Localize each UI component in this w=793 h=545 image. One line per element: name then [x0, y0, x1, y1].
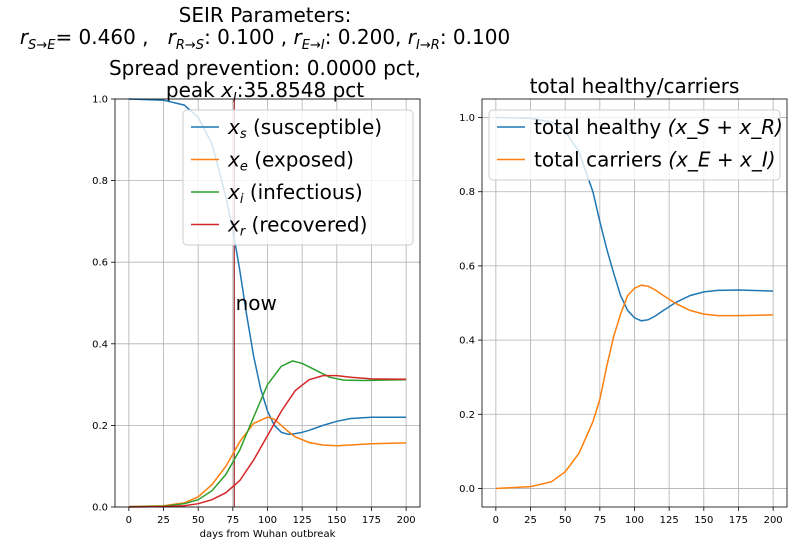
y-tick-label: 0.2	[92, 421, 108, 432]
rate-s-e: rS→E= 0.460 , rR→S: 0.100 , rE→I: 0.200,…	[19, 25, 511, 53]
legend-label: total healthy (x_S + x_R)	[534, 115, 783, 139]
x-tick-label: 150	[327, 515, 346, 526]
series-line	[128, 416, 407, 508]
left-plot-area: 0 25 50 75 100 125 150 175 200 0.0 0.2 0.4 0.6 0.8 1.0…	[92, 95, 421, 540]
legend-label: xs (susceptible)	[227, 115, 382, 142]
left-title-line-1: SEIR Parameters:	[178, 3, 352, 27]
left-chart-title: SEIR Parameters: rS→E= 0.460 , rR→S: 0.1…	[0, 4, 530, 110]
axes-frame	[114, 98, 421, 508]
legend-label: xi (infectious)	[227, 180, 363, 207]
y-tick-label: 0.6	[92, 258, 108, 269]
x-tick-label: 75	[226, 515, 239, 526]
y-tick-label: 1.0	[459, 113, 475, 124]
y-tick-label: 0.2	[459, 410, 475, 421]
legend-box	[488, 109, 781, 181]
x-tick-label: 0	[126, 515, 132, 526]
right-plot-area: 0 25 50 75 100 125 150 175 200 0.0 0.2 0.4 0.6 0.8 1.0…	[459, 98, 788, 526]
series-line	[495, 284, 774, 490]
x-tick-label: 25	[524, 515, 537, 526]
x-tick-label: 25	[157, 515, 170, 526]
x-tick-label: 125	[293, 515, 312, 526]
x-tick-label: 100	[625, 515, 644, 526]
y-tick-label: 1.0	[92, 95, 108, 106]
legend: xs (susceptible) xe (exposed) xi (infectio…	[182, 109, 414, 246]
x-tick-label: 50	[559, 515, 572, 526]
x-tick-label: 75	[593, 515, 606, 526]
y-tick-label: 0.0	[459, 484, 475, 495]
x-tick-label: 0	[493, 515, 499, 526]
y-tick-label: 0.4	[92, 339, 108, 350]
y-tick-label: 0.8	[459, 187, 475, 198]
x-tick-label: 175	[362, 515, 381, 526]
x-tick-label: 100	[258, 515, 277, 526]
right-chart-title: total healthy/carriers	[529, 74, 740, 98]
axes-frame	[481, 98, 788, 508]
x-tick-label: 200	[397, 515, 416, 526]
y-tick-label: 0.6	[459, 261, 475, 272]
left-title-line-3: Spread prevention: 0.0000 pct,	[108, 56, 422, 80]
legend-box	[182, 109, 414, 246]
x-tick-label: 125	[660, 515, 679, 526]
x-axis-label: days from Wuhan outbreak	[200, 529, 336, 540]
y-tick-label: 0.0	[92, 503, 108, 514]
series-line	[128, 374, 407, 508]
x-tick-label: 150	[694, 515, 713, 526]
annotation-now: now	[236, 291, 277, 315]
left-title-line-4: peak xI:35.8548 pct	[165, 78, 365, 106]
series-line	[128, 360, 407, 508]
legend: total healthy (x_S + x_R)total carriers …	[488, 109, 783, 181]
legend-label: xr (recovered)	[227, 213, 367, 240]
legend-label: xe (exposed)	[227, 148, 354, 175]
x-tick-label: 200	[764, 515, 783, 526]
x-tick-label: 50	[192, 515, 205, 526]
left-title-line-2: rS→E= 0.460 , rR→S: 0.100 , rE→I: 0.200,…	[0, 26, 530, 57]
y-tick-label: 0.8	[92, 176, 108, 187]
y-tick-label: 0.4	[459, 336, 475, 347]
legend-label: total carriers (x_E + x_I)	[534, 148, 776, 172]
x-tick-label: 175	[729, 515, 748, 526]
